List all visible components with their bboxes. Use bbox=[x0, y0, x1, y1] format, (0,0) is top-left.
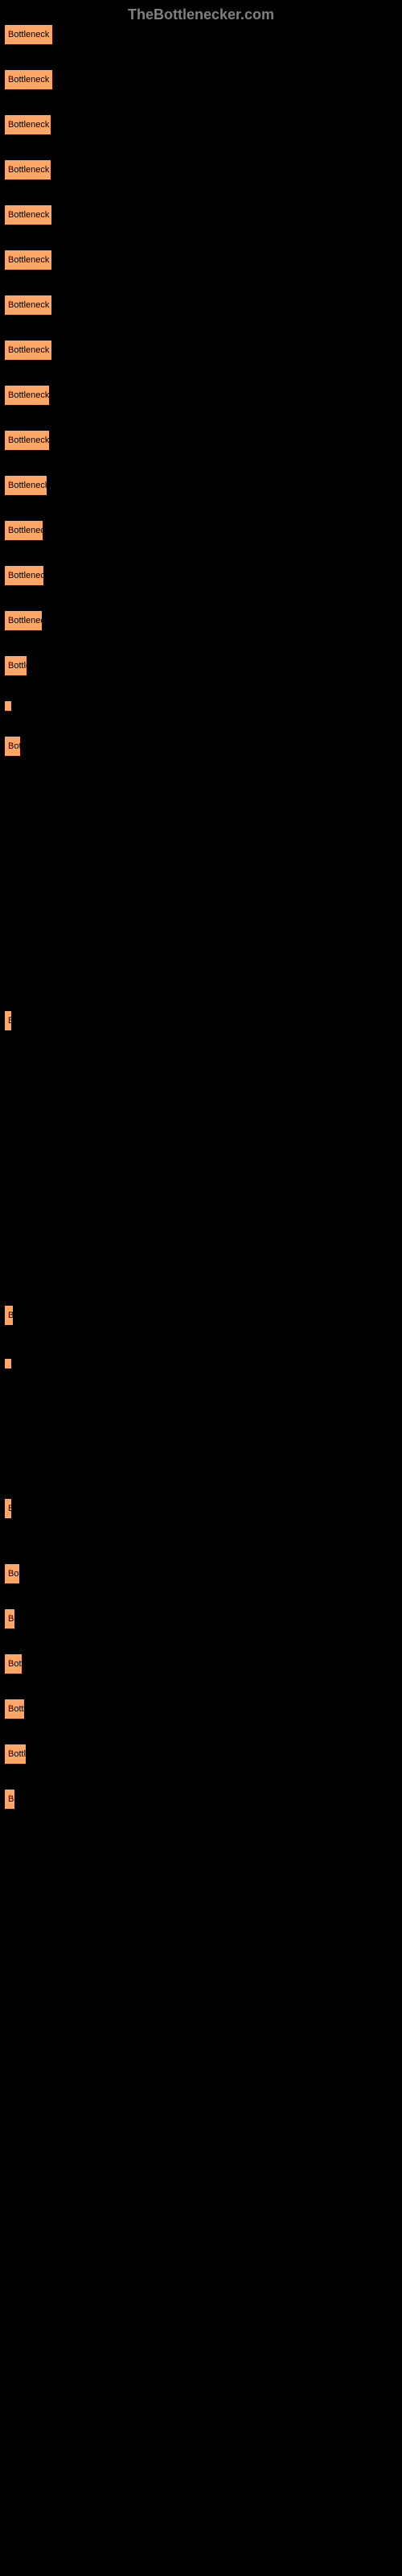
list-item: Bo bbox=[4, 1305, 402, 1330]
list-item: Bottl bbox=[4, 1653, 402, 1678]
list-item: Bottleneck re bbox=[4, 114, 402, 139]
bottleneck-link[interactable]: Bottle bbox=[4, 1699, 25, 1719]
bottleneck-link[interactable]: Bottleneck bbox=[4, 610, 43, 631]
list-item: Bottleneck re bbox=[4, 250, 402, 275]
list-item: Bottle bbox=[4, 1699, 402, 1724]
list-item: Bottleneck bbox=[4, 610, 402, 635]
list-item: Bottleneck bbox=[4, 565, 402, 590]
list-item: Bottleneck re bbox=[4, 204, 402, 229]
bottleneck-link[interactable] bbox=[4, 700, 12, 712]
list-item: Bottleneck bbox=[4, 520, 402, 545]
bottleneck-link[interactable]: Bottleneck r bbox=[4, 475, 47, 496]
bottleneck-link[interactable]: Bottleneck re bbox=[4, 114, 51, 135]
bottleneck-link[interactable]: Bo bbox=[4, 1608, 15, 1629]
bottleneck-link[interactable]: B bbox=[4, 1498, 12, 1519]
bottleneck-link[interactable]: Bottle bbox=[4, 1744, 27, 1765]
bottleneck-link[interactable]: Bottleneck bbox=[4, 565, 44, 586]
list-item: Bottleneck r bbox=[4, 385, 402, 410]
bottleneck-link[interactable]: B bbox=[4, 1010, 12, 1031]
bottleneck-link[interactable]: Bottleneck res bbox=[4, 69, 53, 90]
list-item: Bottleneck r bbox=[4, 475, 402, 500]
list-item: Bottleneck re bbox=[4, 340, 402, 365]
list-item bbox=[4, 700, 402, 716]
bottleneck-link[interactable]: Bottleneck re bbox=[4, 159, 51, 180]
bottleneck-link[interactable]: Bottle bbox=[4, 655, 27, 676]
bottleneck-link[interactable]: Bottleneck r bbox=[4, 430, 50, 451]
bottleneck-link[interactable]: Bottleneck re bbox=[4, 250, 52, 270]
page-title: TheBottlenecker.com bbox=[128, 6, 274, 23]
list-item: Bo bbox=[4, 1608, 402, 1633]
list-item: Bottleneck re bbox=[4, 159, 402, 184]
bottleneck-link[interactable]: Bottleneck re bbox=[4, 204, 52, 225]
list-item: Bottleneck re bbox=[4, 295, 402, 320]
bottleneck-link[interactable]: Bottl bbox=[4, 1653, 23, 1674]
bottleneck-link[interactable]: Bo bbox=[4, 1305, 14, 1326]
list-item: Bo bbox=[4, 1789, 402, 1814]
list-item: Bottle bbox=[4, 655, 402, 680]
bottleneck-link[interactable]: Bottleneck r bbox=[4, 385, 50, 406]
list-item: Bottleneck r bbox=[4, 430, 402, 455]
list-item: Bottle bbox=[4, 1744, 402, 1769]
list-item: B bbox=[4, 1010, 402, 1035]
list-item: B bbox=[4, 1498, 402, 1523]
list-item bbox=[4, 1358, 402, 1373]
bottleneck-link[interactable] bbox=[4, 1358, 12, 1369]
list-item: Bottleneck res bbox=[4, 24, 402, 49]
items-list: Bottleneck res Bottleneck res Bottleneck r… bbox=[0, 0, 402, 1814]
bottleneck-link[interactable]: Bottleneck re bbox=[4, 340, 52, 361]
bottleneck-link[interactable]: Bott bbox=[4, 736, 21, 757]
bottleneck-link[interactable]: Bo bbox=[4, 1789, 15, 1810]
bottleneck-link[interactable]: Bottleneck res bbox=[4, 24, 53, 45]
bottleneck-link[interactable]: Bottleneck bbox=[4, 520, 43, 541]
list-item: Bott bbox=[4, 736, 402, 761]
list-item: Bottleneck res bbox=[4, 69, 402, 94]
list-item: Bott bbox=[4, 1563, 402, 1588]
bottleneck-link[interactable]: Bottleneck re bbox=[4, 295, 52, 316]
bottleneck-link[interactable]: Bott bbox=[4, 1563, 20, 1584]
